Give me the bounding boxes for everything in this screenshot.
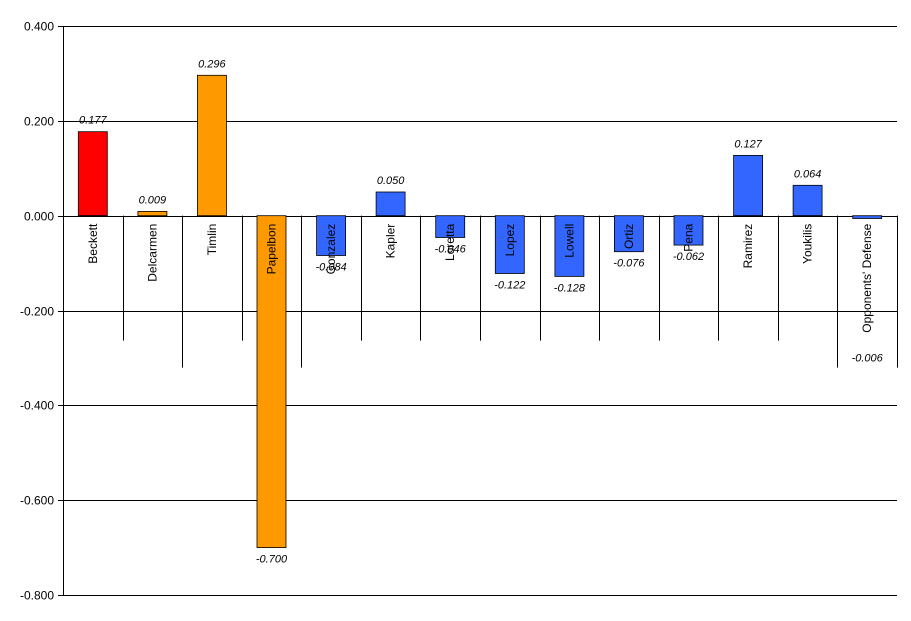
data-label: 0.296 <box>198 58 226 70</box>
bar <box>554 215 585 277</box>
y-axis-ticks: 0.400 0.200 0.000 -0.200 -0.400 -0.600 -0.800 <box>20 20 64 603</box>
category-label: Lowell <box>562 224 576 258</box>
category-label: Timlin <box>205 224 219 256</box>
data-label: -0.084 <box>315 262 346 274</box>
category-label: Lopez <box>503 224 517 257</box>
bar <box>673 215 704 246</box>
category-label: Kapler <box>384 224 398 259</box>
category-labels: Beckett Delcarmen Timlin Papelbon Gonzalez Ka… <box>86 223 874 333</box>
data-label: 0.177 <box>79 115 107 127</box>
bar <box>435 215 466 238</box>
y-tick-label: 0.000 <box>24 210 54 224</box>
category-label: Beckett <box>86 223 100 264</box>
bar <box>614 215 644 253</box>
bar <box>137 210 168 217</box>
category-label: Ortiz <box>622 224 636 249</box>
y-tick-label: 0.200 <box>24 115 54 129</box>
data-label: -0.128 <box>554 282 586 294</box>
bar <box>494 215 525 274</box>
category-label: Youkilis <box>801 224 815 264</box>
data-label: -0.122 <box>494 280 525 292</box>
data-label: -0.046 <box>435 244 467 256</box>
category-label: Gonzalez <box>324 224 338 275</box>
y-tick-label: -0.600 <box>20 494 54 508</box>
y-tick-label: 0.400 <box>24 20 54 34</box>
bar <box>375 191 406 217</box>
category-separators <box>123 215 898 368</box>
bar <box>77 131 108 216</box>
data-labels: 0.177 0.009 0.296 -0.700 -0.084 0.050 -0.046 -0… <box>79 58 884 565</box>
bar <box>256 215 287 548</box>
bar <box>196 74 227 217</box>
category-label: Papelbon <box>265 224 279 275</box>
y-tick-label: -0.800 <box>20 589 54 603</box>
data-label: 0.127 <box>734 138 762 150</box>
y-tick-label: -0.200 <box>20 305 54 319</box>
category-label: Loretta <box>443 223 457 261</box>
data-label: 0.050 <box>377 175 405 187</box>
bar <box>852 215 883 219</box>
category-label: Ramirez <box>741 224 755 269</box>
bar <box>733 154 763 216</box>
data-label: -0.076 <box>613 258 645 270</box>
data-label: -0.062 <box>673 251 704 263</box>
category-label: Delcarmen <box>145 224 159 282</box>
data-label: 0.009 <box>139 194 167 206</box>
category-label: Opponents' Defense <box>860 223 874 332</box>
bar <box>792 184 823 217</box>
bar <box>316 215 347 256</box>
data-label: -0.700 <box>256 554 288 566</box>
data-label: 0.064 <box>794 168 822 180</box>
data-label: -0.006 <box>852 353 884 365</box>
category-label: Pena <box>682 223 696 251</box>
y-tick-label: -0.400 <box>20 399 54 413</box>
bars <box>77 74 883 548</box>
